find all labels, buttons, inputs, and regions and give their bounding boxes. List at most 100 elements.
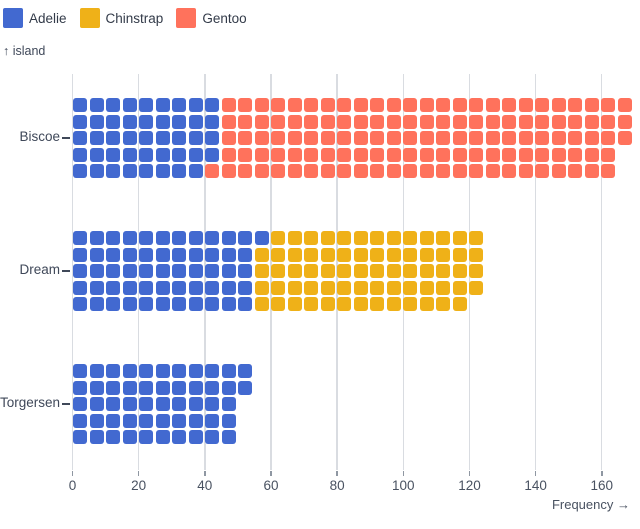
gentoo-unit-cell	[320, 114, 335, 129]
chinstrap-unit-cell	[320, 247, 335, 262]
chinstrap-unit-cell	[287, 280, 302, 295]
adelie-unit-cell	[205, 147, 219, 162]
gentoo-unit-cell	[436, 147, 450, 162]
adelie-unit-cell	[221, 430, 236, 444]
adelie-unit-cell	[238, 380, 252, 395]
adelie-unit-cell	[188, 98, 203, 112]
x-tick-mark-160	[601, 471, 603, 476]
gentoo-unit-cell	[238, 147, 252, 162]
adelie-unit-cell	[172, 280, 186, 295]
waffle-bar-biscoe	[73, 98, 632, 178]
adelie-unit-cell	[155, 413, 170, 428]
gentoo-unit-cell	[601, 98, 615, 112]
adelie-unit-cell	[89, 98, 104, 112]
adelie-unit-cell	[73, 164, 87, 178]
legend-item-adelie: Adelie	[3, 8, 67, 28]
adelie-unit-cell	[73, 297, 87, 311]
adelie-unit-cell	[221, 397, 236, 411]
adelie-unit-cell	[172, 264, 186, 278]
gentoo-unit-cell	[502, 164, 516, 178]
adelie-unit-cell	[188, 413, 203, 428]
gridline-60	[270, 74, 272, 470]
chinstrap-unit-cell	[419, 280, 434, 295]
gentoo-unit-cell	[287, 98, 302, 112]
adelie-unit-cell	[89, 164, 104, 178]
adelie-unit-cell	[172, 114, 186, 129]
gentoo-unit-cell	[271, 147, 285, 162]
chinstrap-unit-cell	[436, 231, 450, 245]
x-tick-label: 40	[197, 478, 213, 493]
chinstrap-unit-cell	[337, 264, 351, 278]
adelie-unit-cell	[73, 147, 87, 162]
legend: Adelie Chinstrap Gentoo	[3, 8, 247, 28]
gentoo-unit-cell	[518, 114, 533, 129]
chinstrap-unit-cell	[370, 264, 384, 278]
gentoo-unit-cell	[337, 164, 351, 178]
chinstrap-unit-cell	[469, 231, 483, 245]
chinstrap-unit-cell	[452, 247, 467, 262]
x-tick-label: 80	[329, 478, 345, 493]
chinstrap-unit-cell	[320, 264, 335, 278]
adelie-unit-cell	[188, 131, 203, 145]
adelie-unit-cell	[122, 430, 137, 444]
gentoo-unit-cell	[238, 164, 252, 178]
adelie-unit-cell	[89, 430, 104, 444]
adelie-unit-cell	[89, 380, 104, 395]
gentoo-unit-cell	[254, 164, 269, 178]
x-tick-label: 160	[590, 478, 614, 493]
adelie-unit-cell	[155, 147, 170, 162]
adelie-unit-cell	[205, 280, 219, 295]
gentoo-unit-cell	[304, 98, 318, 112]
gentoo-unit-cell	[535, 147, 549, 162]
gentoo-unit-cell	[518, 147, 533, 162]
adelie-unit-cell	[172, 430, 186, 444]
gentoo-unit-cell	[403, 131, 417, 145]
adelie-unit-cell	[188, 364, 203, 378]
adelie-unit-cell	[89, 247, 104, 262]
adelie-unit-cell	[172, 147, 186, 162]
y-tick-dash	[62, 137, 70, 139]
gentoo-unit-cell	[353, 164, 368, 178]
chinstrap-unit-cell	[304, 247, 318, 262]
chinstrap-unit-cell	[403, 297, 417, 311]
gentoo-unit-cell	[287, 147, 302, 162]
legend-label: Chinstrap	[105, 10, 164, 26]
adelie-unit-cell	[172, 413, 186, 428]
adelie-unit-cell	[221, 413, 236, 428]
gentoo-unit-cell	[370, 98, 384, 112]
chinstrap-unit-cell	[370, 280, 384, 295]
x-tick-label: 140	[524, 478, 547, 493]
gentoo-unit-cell	[320, 131, 335, 145]
chinstrap-unit-cell	[386, 247, 401, 262]
gentoo-unit-cell	[304, 131, 318, 145]
gentoo-unit-cell	[254, 98, 269, 112]
chinstrap-unit-cell	[254, 247, 269, 262]
chinstrap-unit-cell	[287, 264, 302, 278]
adelie-unit-cell	[205, 98, 219, 112]
adelie-unit-cell	[106, 397, 120, 411]
gentoo-unit-cell	[353, 98, 368, 112]
gentoo-unit-cell	[353, 131, 368, 145]
adelie-unit-cell	[188, 231, 203, 245]
waffle-bar-dream	[73, 231, 483, 311]
gentoo-unit-cell	[436, 164, 450, 178]
chinstrap-unit-cell	[419, 231, 434, 245]
adelie-unit-cell	[139, 164, 153, 178]
gentoo-unit-cell	[370, 147, 384, 162]
gentoo-unit-cell	[601, 164, 615, 178]
gentoo-unit-cell	[601, 114, 615, 129]
gentoo-unit-cell	[469, 98, 483, 112]
adelie-unit-cell	[139, 131, 153, 145]
gentoo-unit-cell	[617, 98, 632, 112]
gentoo-unit-cell	[584, 147, 599, 162]
gentoo-unit-cell	[452, 147, 467, 162]
adelie-unit-cell	[188, 280, 203, 295]
gentoo-unit-cell	[502, 147, 516, 162]
gentoo-unit-cell	[221, 114, 236, 129]
adelie-unit-cell	[155, 280, 170, 295]
adelie-unit-cell	[73, 380, 87, 395]
gentoo-unit-cell	[436, 131, 450, 145]
chinstrap-unit-cell	[320, 231, 335, 245]
chinstrap-unit-cell	[320, 280, 335, 295]
gentoo-unit-cell	[238, 114, 252, 129]
